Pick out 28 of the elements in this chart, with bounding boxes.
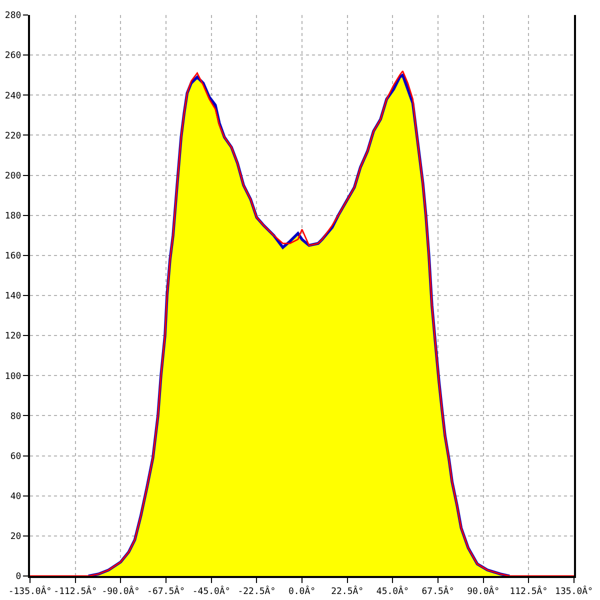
x-tick-label: 45.0Â° (376, 584, 409, 597)
x-tick-label: 135.0Â° (555, 584, 593, 597)
y-tick-label: 200 (4, 171, 22, 182)
y-tick-label: 140 (4, 292, 22, 302)
y-tick-label: 240 (4, 91, 22, 102)
x-tick-label: -90.0Â° (102, 584, 140, 597)
y-tick-label: 160 (4, 252, 22, 262)
x-tick-label: -45.0Â° (192, 584, 230, 597)
y-tick-label: 220 (4, 131, 22, 142)
x-tick-label: 90.0Â° (467, 584, 500, 597)
x-tick-label: 112.5Â° (510, 584, 548, 597)
y-tick-label: 20 (10, 532, 22, 542)
x-tick-label: -112.5Â° (54, 584, 98, 597)
y-tick-label: 40 (10, 492, 22, 502)
x-tick-label: 0.0Â° (288, 584, 316, 597)
y-tick-label: 0 (16, 572, 22, 582)
x-tick-label: 22.5Â° (331, 584, 364, 597)
x-tick-label: -67.5Â° (147, 584, 185, 597)
y-tick-label: 120 (4, 332, 22, 342)
y-tick-label: 280 (4, 11, 22, 22)
y-tick-label: 260 (4, 51, 22, 62)
x-tick-label: -22.5Â° (238, 584, 276, 597)
x-tick-label: 67.5Â° (422, 584, 454, 597)
y-tick-label: 180 (4, 212, 22, 222)
y-tick-label: 60 (10, 452, 22, 462)
x-tick-label: -135.0Â° (8, 584, 52, 597)
y-tick-label: 80 (10, 412, 22, 422)
y-tick-label: 100 (4, 372, 22, 382)
